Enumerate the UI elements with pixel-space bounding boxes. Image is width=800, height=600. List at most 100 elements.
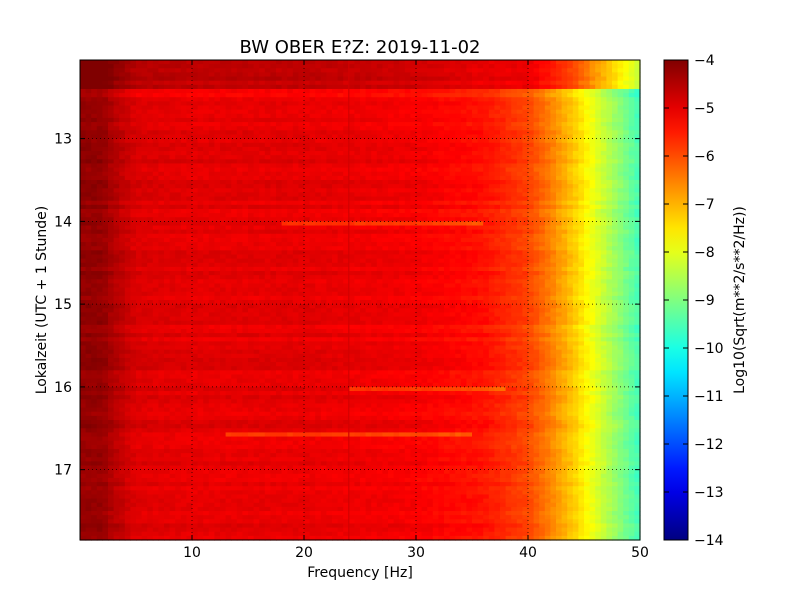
heatmap-cell bbox=[203, 200, 210, 206]
heatmap-cell bbox=[444, 225, 451, 231]
heatmap-cell bbox=[617, 200, 624, 206]
heatmap-cell bbox=[595, 258, 602, 264]
heatmap-cell bbox=[102, 175, 109, 181]
heatmap-cell bbox=[628, 138, 635, 144]
heatmap-cell bbox=[483, 200, 490, 206]
heatmap-cell bbox=[164, 60, 171, 65]
heatmap-cell bbox=[175, 138, 182, 144]
heatmap-cell bbox=[197, 113, 204, 119]
heatmap-cell bbox=[242, 88, 249, 94]
heatmap-cell bbox=[421, 262, 428, 268]
heatmap-cell bbox=[124, 204, 131, 210]
heatmap-cell bbox=[320, 200, 327, 206]
heatmap-cell bbox=[343, 184, 350, 189]
heatmap-cell bbox=[225, 229, 232, 235]
heatmap-cell bbox=[214, 130, 221, 136]
heatmap-cell bbox=[505, 93, 512, 98]
heatmap-cell bbox=[309, 213, 316, 218]
heatmap-cell bbox=[180, 213, 187, 218]
heatmap-cell bbox=[203, 76, 210, 82]
heatmap-cell bbox=[533, 60, 540, 65]
heatmap-cell bbox=[600, 204, 607, 210]
heatmap-cell bbox=[141, 200, 148, 206]
heatmap-cell bbox=[259, 229, 266, 235]
heatmap-cell bbox=[516, 97, 523, 102]
heatmap-cell bbox=[572, 208, 579, 214]
heatmap-cell bbox=[304, 138, 311, 144]
heatmap-cell bbox=[102, 93, 109, 98]
heatmap-cell bbox=[617, 93, 624, 98]
heatmap-cell bbox=[332, 126, 339, 131]
heatmap-cell bbox=[455, 134, 462, 140]
heatmap-cell bbox=[152, 246, 159, 251]
heatmap-cell bbox=[360, 204, 367, 210]
heatmap-cell bbox=[421, 246, 428, 251]
heatmap-cell bbox=[455, 242, 462, 247]
heatmap-cell bbox=[332, 72, 339, 78]
heatmap-cell bbox=[136, 237, 143, 243]
heatmap-cell bbox=[264, 184, 271, 189]
heatmap-cell bbox=[511, 229, 518, 235]
heatmap-cell bbox=[264, 208, 271, 214]
heatmap-cell bbox=[164, 175, 171, 181]
heatmap-cell bbox=[376, 200, 383, 206]
heatmap-cell bbox=[175, 208, 182, 214]
heatmap-cell bbox=[91, 122, 98, 127]
heatmap-cell bbox=[449, 237, 456, 243]
heatmap-cell bbox=[460, 242, 467, 247]
heatmap-cell bbox=[124, 225, 131, 231]
heatmap-cell bbox=[410, 151, 417, 156]
heatmap-cell bbox=[197, 76, 204, 82]
heatmap-cell bbox=[186, 262, 193, 268]
heatmap-cell bbox=[287, 101, 294, 107]
heatmap-cell bbox=[197, 138, 204, 144]
heatmap-cell bbox=[220, 60, 227, 65]
heatmap-cell bbox=[236, 64, 243, 69]
heatmap-cell bbox=[158, 171, 165, 177]
heatmap-cell bbox=[432, 237, 439, 243]
heatmap-cell bbox=[337, 130, 344, 136]
heatmap-cell bbox=[186, 126, 193, 131]
heatmap-cell bbox=[96, 109, 103, 115]
heatmap-cell bbox=[102, 250, 109, 256]
heatmap-cell bbox=[253, 175, 260, 181]
heatmap-cell bbox=[617, 258, 624, 264]
heatmap-cell bbox=[175, 237, 182, 243]
heatmap-cell bbox=[91, 167, 98, 173]
heatmap-cell bbox=[248, 159, 255, 165]
heatmap-cell bbox=[259, 237, 266, 243]
heatmap-cell bbox=[427, 237, 434, 243]
heatmap-cell bbox=[460, 167, 467, 173]
heatmap-cell bbox=[416, 130, 423, 136]
heatmap-cell bbox=[376, 204, 383, 210]
heatmap-cell bbox=[584, 167, 591, 173]
heatmap-cell bbox=[332, 196, 339, 202]
heatmap-cell bbox=[612, 204, 619, 210]
heatmap-cell bbox=[197, 200, 204, 206]
heatmap-cell bbox=[175, 84, 182, 90]
heatmap-cell bbox=[612, 88, 619, 94]
heatmap-cell bbox=[348, 126, 355, 131]
heatmap-cell bbox=[192, 151, 199, 156]
heatmap-cell bbox=[477, 163, 484, 169]
heatmap-cell bbox=[567, 159, 574, 165]
heatmap-cell bbox=[376, 159, 383, 165]
heatmap-cell bbox=[320, 196, 327, 202]
heatmap-cell bbox=[108, 64, 115, 69]
heatmap-cell bbox=[348, 258, 355, 264]
heatmap-cell bbox=[449, 246, 456, 251]
heatmap-cell bbox=[606, 97, 613, 102]
heatmap-cell bbox=[158, 97, 165, 102]
heatmap-cell bbox=[225, 213, 232, 218]
heatmap-cell bbox=[147, 109, 154, 115]
heatmap-cell bbox=[556, 105, 563, 111]
heatmap-cell bbox=[85, 126, 92, 131]
heatmap-cell bbox=[539, 250, 546, 256]
heatmap-cell bbox=[332, 151, 339, 156]
heatmap-cell bbox=[259, 184, 266, 189]
heatmap-cell bbox=[472, 163, 479, 169]
heatmap-cell bbox=[427, 68, 434, 74]
heatmap-cell bbox=[528, 142, 535, 148]
heatmap-cell bbox=[623, 72, 630, 78]
heatmap-cell bbox=[455, 105, 462, 111]
